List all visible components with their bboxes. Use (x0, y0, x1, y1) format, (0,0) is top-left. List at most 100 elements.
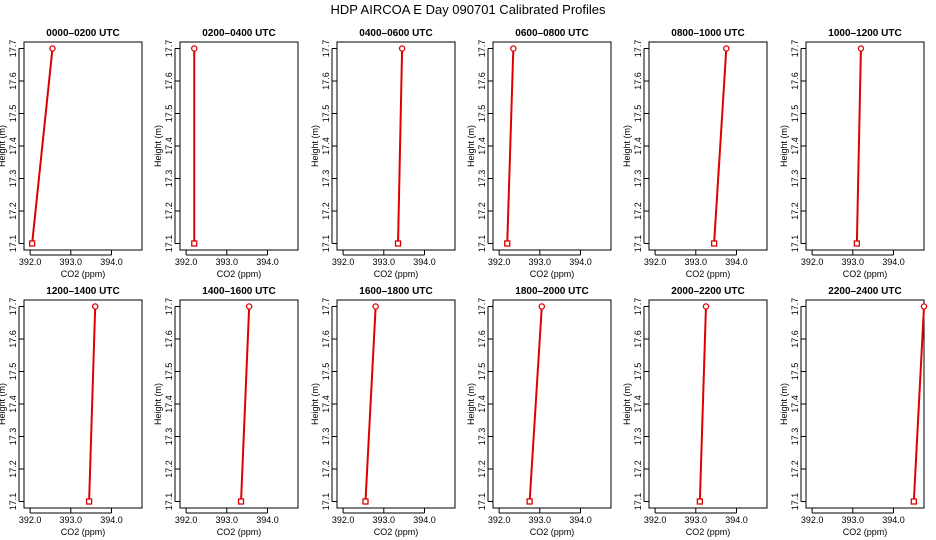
y-tick-label: 17.1 (633, 235, 643, 253)
profile-line (713, 48, 728, 244)
y-tick-label: 17.1 (790, 235, 800, 253)
x-tick-label: 392.0 (332, 257, 355, 267)
panel-title: 0400–0600 UTC (359, 28, 432, 39)
y-axis-label: Height (m) (310, 383, 320, 425)
profile-line (912, 306, 925, 502)
y-tick-label: 17.4 (790, 137, 800, 155)
panel-title: 0800–1000 UTC (671, 28, 744, 39)
y-tick-label: 17.4 (8, 395, 18, 413)
data-point-top (49, 45, 56, 52)
y-tick-label: 17.5 (633, 105, 643, 123)
profile-line (364, 306, 377, 502)
x-tick-label: 392.0 (801, 515, 824, 525)
x-axis-label: CO2 (ppm) (843, 269, 888, 279)
y-tick-label: 17.2 (321, 202, 331, 220)
x-axis-label: CO2 (ppm) (217, 527, 262, 537)
y-tick-label: 17.7 (164, 40, 174, 58)
y-tick-label: 17.6 (8, 330, 18, 348)
y-axis-label: Height (m) (153, 383, 163, 425)
data-point-top (245, 303, 253, 310)
y-tick-label: 17.1 (321, 493, 331, 511)
y-tick-label: 17.3 (633, 170, 643, 188)
panel-frame (23, 299, 143, 509)
panel-title: 1400–1600 UTC (202, 286, 275, 297)
y-tick-label: 17.2 (321, 460, 331, 478)
y-tick-label: 17.4 (633, 395, 643, 413)
y-tick-label: 17.5 (790, 363, 800, 381)
panel-frame (805, 41, 925, 251)
x-tick-label: 392.0 (488, 257, 511, 267)
y-tick-label: 17.5 (477, 363, 487, 381)
x-axis-label: CO2 (ppm) (843, 527, 888, 537)
x-tick-label: 392.0 (332, 515, 355, 525)
y-tick-label: 17.4 (321, 395, 331, 413)
x-tick-label: 394.0 (569, 257, 592, 267)
data-point-bottom (526, 498, 533, 505)
y-tick-label: 17.5 (8, 363, 18, 381)
x-tick-label: 393.0 (60, 257, 83, 267)
y-tick-label: 17.6 (164, 72, 174, 90)
y-tick-label: 17.7 (790, 40, 800, 58)
x-tick-label: 393.0 (216, 515, 239, 525)
data-point-top (857, 45, 865, 52)
data-point-bottom (394, 240, 402, 247)
y-tick-label: 17.4 (8, 137, 18, 155)
x-tick-label: 392.0 (644, 257, 667, 267)
x-tick-label: 394.0 (569, 515, 592, 525)
data-point-bottom (85, 498, 93, 505)
y-tick-label: 17.2 (790, 202, 800, 220)
y-tick-label: 17.7 (8, 298, 18, 316)
x-tick-label: 393.0 (842, 515, 865, 525)
x-tick-label: 394.0 (413, 257, 436, 267)
y-tick-label: 17.2 (164, 202, 174, 220)
y-tick-label: 17.4 (477, 137, 487, 155)
profile-line (88, 306, 97, 502)
panel-title: 0600–0800 UTC (515, 28, 588, 39)
y-tick-label: 17.7 (477, 298, 487, 316)
y-tick-label: 17.7 (8, 40, 18, 58)
x-tick-label: 392.0 (19, 515, 42, 525)
y-tick-label: 17.1 (8, 493, 18, 511)
x-tick-label: 393.0 (842, 257, 865, 267)
x-tick-label: 394.0 (100, 257, 123, 267)
y-tick-label: 17.6 (321, 330, 331, 348)
y-tick-label: 17.4 (164, 137, 174, 155)
y-tick-label: 17.7 (633, 298, 643, 316)
profile-line (240, 306, 251, 502)
y-tick-label: 17.6 (633, 72, 643, 90)
page-title: HDP AIRCOA E Day 090701 Calibrated Profi… (330, 2, 606, 17)
x-axis-label: CO2 (ppm) (61, 527, 106, 537)
data-point-top (538, 303, 546, 310)
x-tick-label: 394.0 (256, 515, 279, 525)
data-point-top (91, 303, 99, 310)
x-axis-label: CO2 (ppm) (686, 269, 731, 279)
panel-title: 2000–2200 UTC (671, 286, 744, 297)
x-tick-label: 393.0 (373, 515, 396, 525)
y-tick-label: 17.5 (8, 105, 18, 123)
profile-line (698, 306, 707, 502)
y-tick-label: 17.2 (633, 460, 643, 478)
y-tick-label: 17.3 (790, 428, 800, 446)
panel-title: 1200–1400 UTC (46, 286, 119, 297)
data-point-top (372, 303, 379, 310)
y-tick-label: 17.1 (477, 235, 487, 253)
y-axis-label: Height (m) (466, 383, 476, 425)
x-tick-label: 392.0 (19, 257, 42, 267)
y-tick-label: 17.5 (633, 363, 643, 381)
y-tick-label: 17.6 (790, 330, 800, 348)
y-tick-label: 17.1 (164, 235, 174, 253)
y-tick-label: 17.5 (790, 105, 800, 123)
x-tick-label: 393.0 (529, 257, 552, 267)
x-tick-label: 394.0 (882, 257, 905, 267)
y-tick-label: 17.5 (164, 105, 174, 123)
panel-frame (648, 299, 768, 509)
y-tick-label: 17.4 (477, 395, 487, 413)
data-point-bottom (28, 240, 36, 247)
profile-line (397, 48, 404, 244)
profile-line (31, 48, 54, 244)
data-point-bottom (191, 240, 198, 247)
y-tick-label: 17.1 (790, 493, 800, 511)
x-tick-label: 392.0 (175, 257, 198, 267)
x-axis-label: CO2 (ppm) (217, 269, 262, 279)
